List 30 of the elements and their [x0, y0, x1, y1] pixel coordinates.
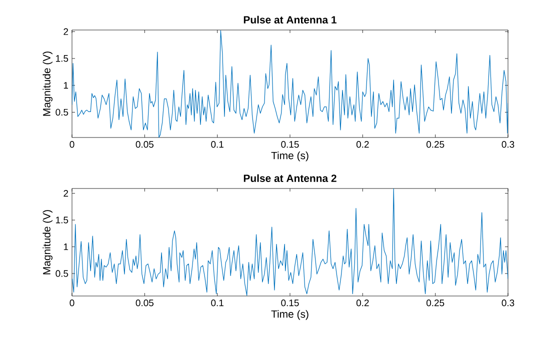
y-tick-label: 0.5 — [56, 270, 68, 277]
x-tick-label: 0 — [70, 300, 74, 306]
chart-title: Pulse at Antenna 1 — [244, 16, 336, 24]
chart-title: Pulse at Antenna 2 — [244, 174, 336, 182]
y-axis-title: Magnitude (V) — [42, 52, 52, 116]
y-tick-label: 1 — [64, 244, 68, 250]
x-tick-label: 0.25 — [426, 300, 444, 306]
x-tick-label: 0 — [70, 141, 74, 148]
x-tick-label: 0.3 — [502, 141, 514, 148]
line-series — [72, 188, 508, 296]
x-axis-title: Time (s) — [271, 152, 308, 162]
y-tick-label: 2 — [64, 28, 68, 35]
x-tick-label: 0.25 — [426, 141, 444, 148]
y-axis-title: Magnitude (V) — [42, 210, 52, 274]
y-tick-label: 0.5 — [56, 108, 68, 116]
x-tick-label: 0.1 — [211, 300, 224, 306]
x-tick-label: 0.05 — [136, 141, 154, 148]
x-tick-label: 0.2 — [356, 300, 369, 306]
y-tick-label: 1.5 — [56, 216, 68, 224]
x-tick-label: 0.2 — [356, 141, 369, 148]
line-series — [72, 30, 508, 138]
x-axis-title: Time (s) — [271, 310, 308, 320]
y-tick-label: 1 — [64, 82, 68, 89]
x-tick-label: 0.15 — [281, 141, 299, 148]
x-tick-label: 0.3 — [502, 300, 514, 306]
y-tick-label: 2 — [64, 190, 68, 197]
x-tick-label: 0.15 — [281, 300, 299, 306]
x-tick-label: 0.1 — [211, 141, 224, 148]
y-tick-label: 1.5 — [56, 55, 68, 62]
x-tick-label: 0.05 — [136, 300, 154, 306]
